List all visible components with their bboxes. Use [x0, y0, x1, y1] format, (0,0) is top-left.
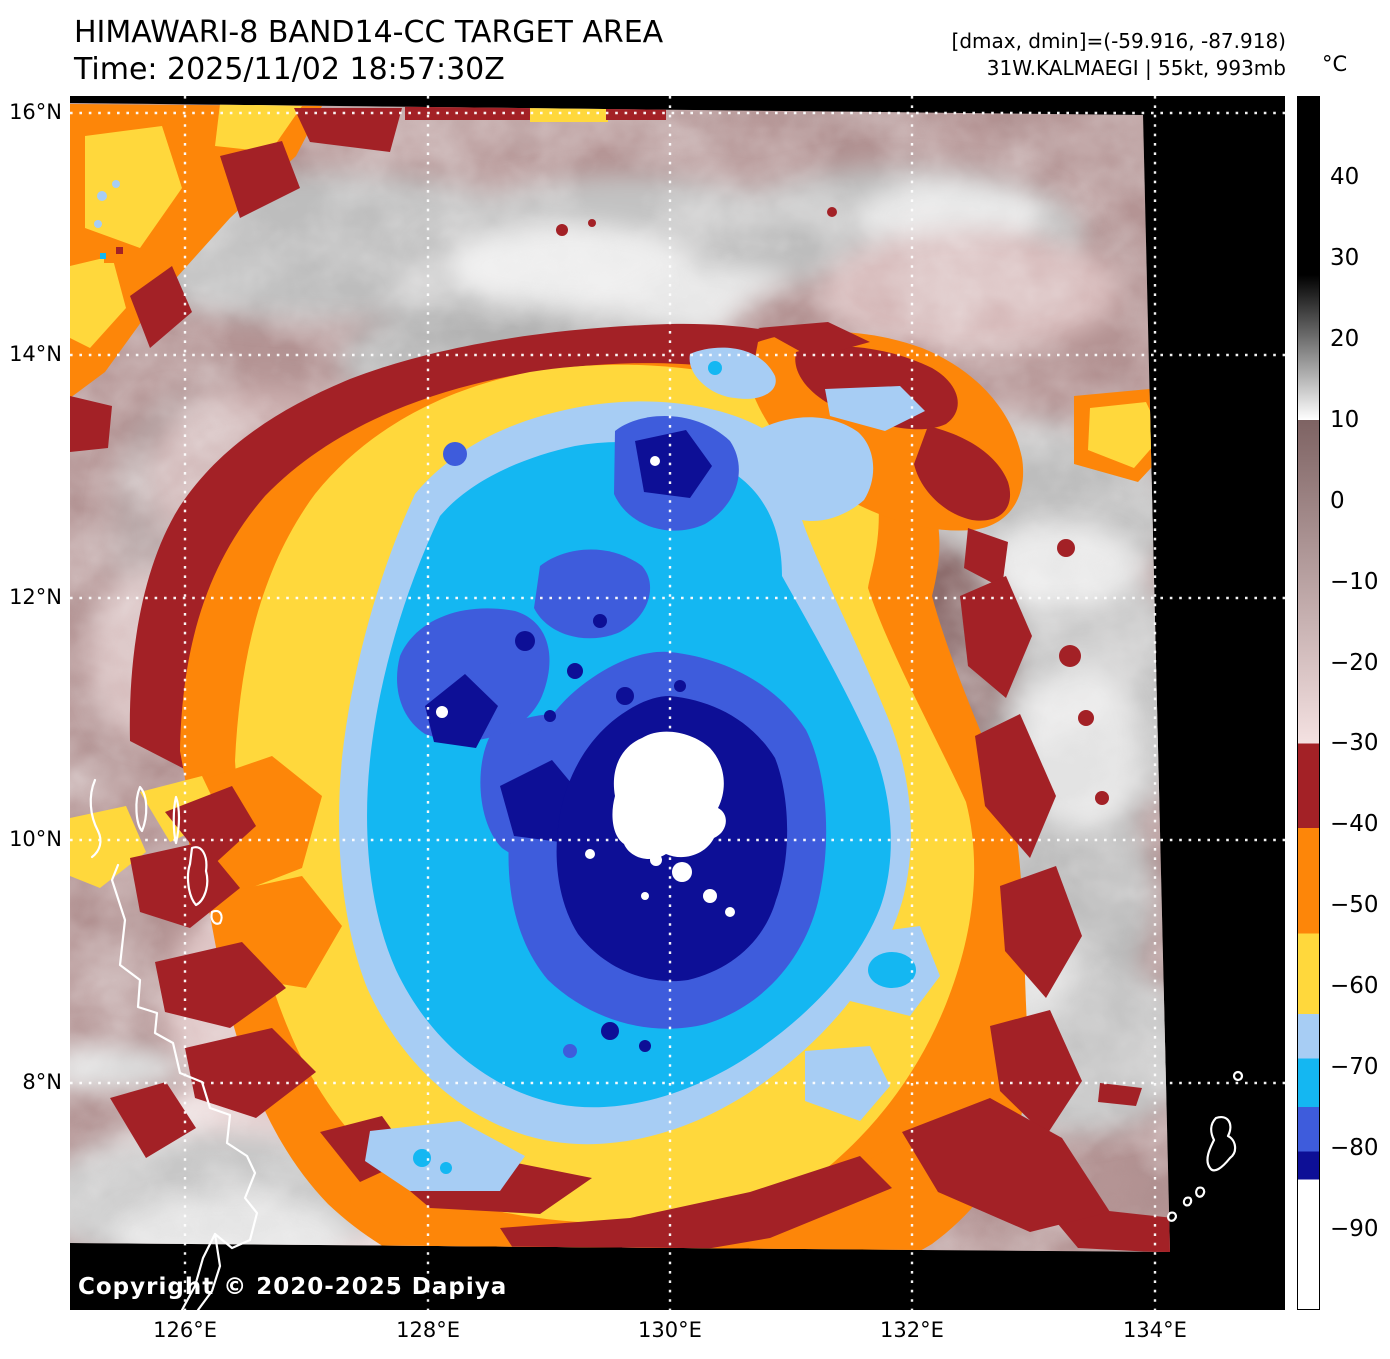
colorbar-tick-label: 10	[1330, 406, 1360, 433]
colorbar-unit-label: °C	[1322, 52, 1348, 76]
storm-status: 31W.KALMAEGI | 55kt, 993mb	[986, 56, 1286, 80]
satellite-map	[70, 96, 1285, 1310]
colorbar-tick-label: 40	[1330, 163, 1360, 190]
y-tick-label: 12°N	[9, 584, 62, 609]
colorbar-tick-label: −70	[1330, 1054, 1379, 1081]
coastline-small-island	[172, 795, 181, 845]
colorbar-tick-label: 30	[1330, 244, 1360, 271]
colorbar-tick-label: 20	[1330, 325, 1360, 352]
coastline-siargao	[210, 909, 223, 925]
coastline-leyte	[89, 778, 102, 859]
colorbar	[1297, 96, 1320, 1310]
y-tick-label: 16°N	[9, 99, 62, 124]
coastline-palau-islet2	[1182, 1196, 1193, 1207]
coastline-mindanao-south	[196, 1232, 222, 1310]
colorbar-tick-label: −60	[1330, 973, 1379, 1000]
figure-title-block: HIMAWARI-8 BAND14-CC TARGET AREA Time: 2…	[74, 14, 663, 88]
x-tick-label: 128°E	[396, 1318, 460, 1342]
colorbar-tick-label: −40	[1330, 811, 1379, 838]
colorbar-tick-label: −90	[1330, 1216, 1379, 1243]
colorbar-tick-label: −50	[1330, 892, 1379, 919]
coastline-mindanao	[110, 863, 259, 1310]
colorbar-tick-label: −20	[1330, 649, 1379, 676]
x-tick-label: 126°E	[153, 1318, 217, 1342]
coastline-palau-atoll	[1232, 1070, 1244, 1082]
typhoon-cold-cloud-shield	[70, 104, 1170, 1252]
y-tick-label: 14°N	[9, 341, 62, 366]
annotation-block: [dmax, dmin]=(-59.916, -87.918) 31W.KALM…	[952, 28, 1286, 82]
dmax-dmin-readout: [dmax, dmin]=(-59.916, -87.918)	[951, 29, 1286, 53]
data-quad	[70, 103, 1170, 1252]
overshooting-tops	[436, 456, 735, 917]
coastline-dinagat	[186, 846, 209, 907]
colorbar-tick-label: 0	[1330, 487, 1345, 514]
x-tick-label: 130°E	[638, 1318, 702, 1342]
coastlines	[89, 778, 1244, 1310]
colorbar-tick-label: −30	[1330, 730, 1379, 757]
satellite-image	[70, 96, 1285, 1310]
page-title: HIMAWARI-8 BAND14-CC TARGET AREA	[74, 15, 664, 50]
coastline-panaon	[135, 785, 148, 833]
y-tick-label: 8°N	[22, 1069, 62, 1094]
x-tick-label: 134°E	[1123, 1318, 1187, 1342]
coastline-palau-main	[1206, 1116, 1237, 1172]
x-tick-label: 132°E	[880, 1318, 944, 1342]
coastline-palau-islet3	[1167, 1211, 1177, 1222]
copyright-text: Copyright © 2020-2025 Dapiya	[78, 1274, 508, 1300]
colorbar-tick-label: −10	[1330, 568, 1379, 595]
colorbar-tick-label: −80	[1330, 1135, 1379, 1162]
timestamp: Time: 2025/11/02 18:57:30Z	[74, 52, 505, 87]
coastline-palau-islet1	[1195, 1186, 1206, 1198]
y-tick-label: 10°N	[9, 827, 62, 852]
topleft-cold-patch	[70, 104, 402, 452]
